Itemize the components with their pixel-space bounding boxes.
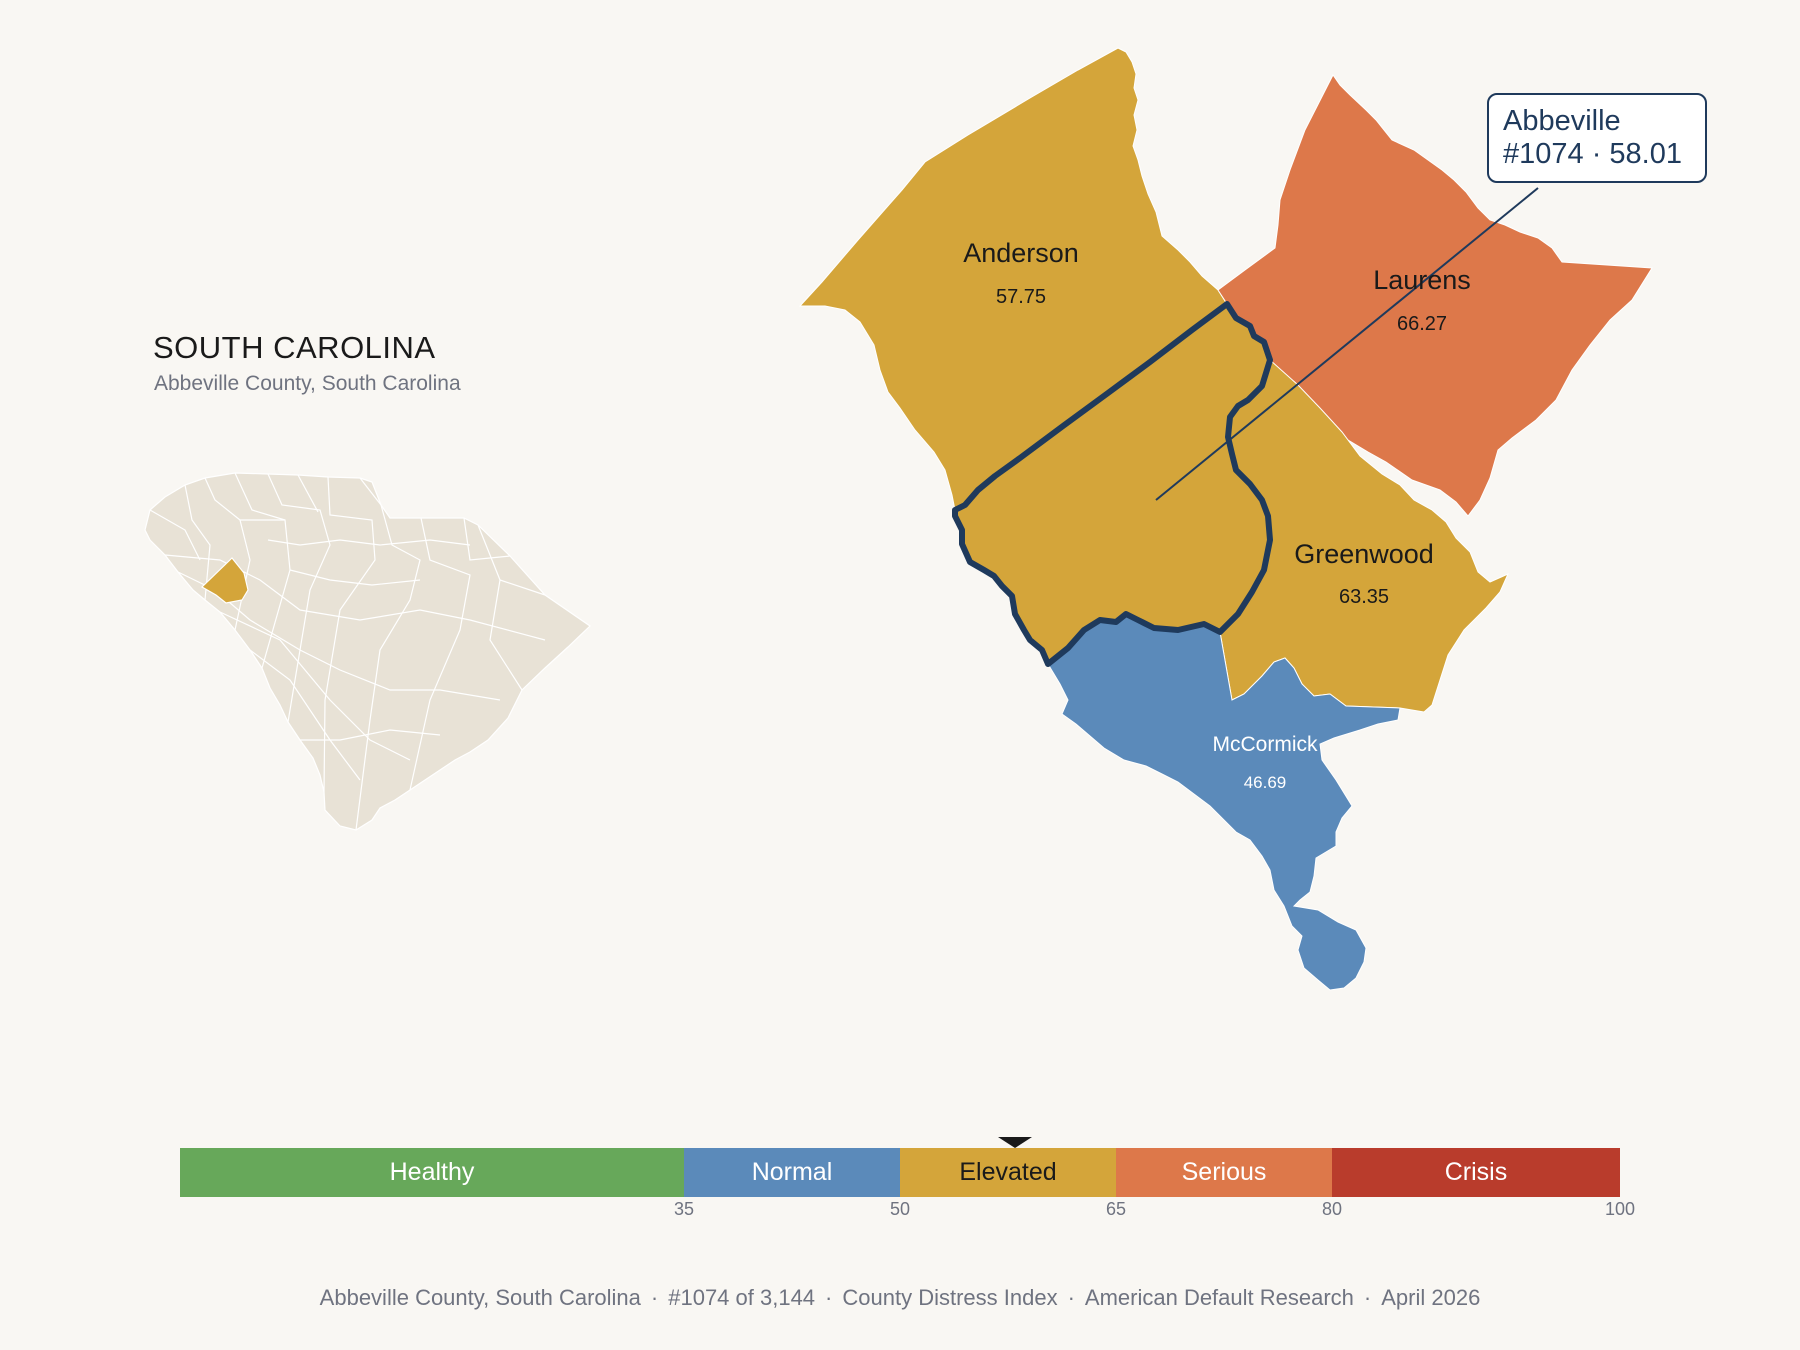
- footer: Abbeville County, South Carolina · #1074 o…: [319, 1285, 1481, 1310]
- legend-segment-normal: Normal: [684, 1148, 900, 1197]
- county-abbeville[interactable]: [952, 301, 1273, 667]
- callout-county-name: Abbeville: [1503, 105, 1621, 137]
- inset-county-lines: [149, 472, 546, 831]
- footer-county: Abbeville County, South Carolina: [319, 1285, 641, 1310]
- legend-segment-crisis: Crisis: [1332, 1148, 1620, 1197]
- state-subtitle: Abbeville County, South Carolina: [154, 372, 461, 395]
- footer-date: April 2026: [1381, 1285, 1481, 1310]
- callout-leader-line: [1155, 187, 1539, 501]
- footer-source: American Default Research: [1084, 1285, 1354, 1310]
- legend-segment-serious: Serious: [1116, 1148, 1332, 1197]
- footer-rank: #1074 of 3,144: [668, 1285, 816, 1310]
- callout-rank-score: #1074 · 58.01: [1503, 138, 1682, 170]
- county-mccormick[interactable]: [1047, 613, 1401, 991]
- legend-tick-80: 80: [1321, 1199, 1343, 1219]
- inset-south-carolina-shape: [144, 472, 591, 831]
- label-anderson-score: 57.75: [996, 286, 1046, 308]
- score-marker-icon: [998, 1137, 1032, 1148]
- legend-segment-elevated: Elevated: [900, 1148, 1116, 1197]
- label-greenwood-name: Greenwood: [1294, 539, 1434, 569]
- inset-state-map: [144, 472, 591, 831]
- state-title: SOUTH CAROLINA: [153, 330, 436, 365]
- legend-tick-50: 50: [889, 1199, 911, 1219]
- legend-tick-100: 100: [1604, 1199, 1636, 1219]
- legend-tick-35: 35: [673, 1199, 695, 1219]
- label-mccormick-name: McCormick: [1213, 733, 1318, 756]
- label-mccormick-score: 46.69: [1244, 773, 1287, 792]
- footer-index: County Distress Index: [842, 1285, 1058, 1310]
- distress-legend: Healthy Normal Elevated Serious Crisis: [180, 1148, 1620, 1197]
- label-laurens-score: 66.27: [1397, 313, 1447, 335]
- county-map: [798, 47, 1653, 991]
- county-callout: Abbeville #1074 · 58.01: [1487, 93, 1707, 183]
- legend-segment-healthy: Healthy: [180, 1148, 684, 1197]
- label-laurens-name: Laurens: [1373, 265, 1471, 295]
- label-anderson-name: Anderson: [963, 238, 1079, 268]
- legend-tick-65: 65: [1105, 1199, 1127, 1219]
- label-greenwood-score: 63.35: [1339, 586, 1389, 608]
- inset-abbeville-highlight: [201, 557, 249, 604]
